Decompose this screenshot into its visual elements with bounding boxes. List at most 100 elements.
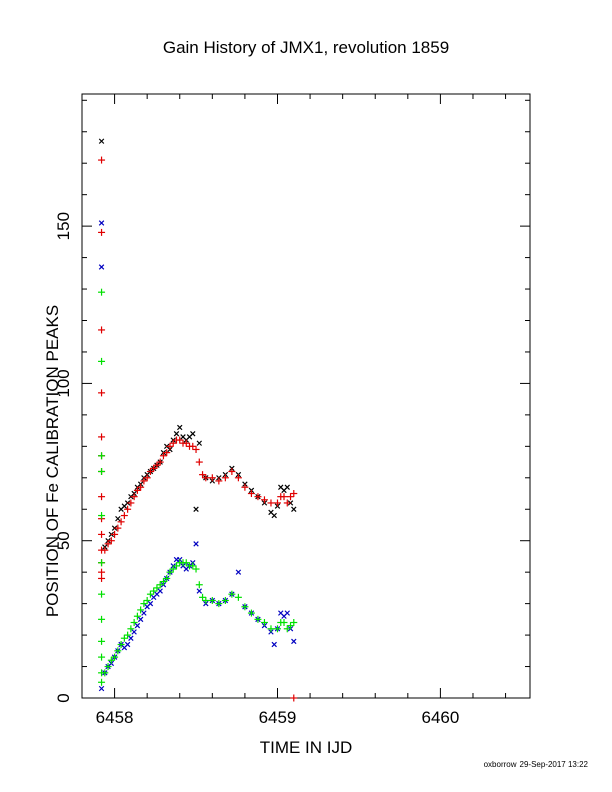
data-point (169, 439, 177, 447)
data-point (287, 493, 295, 501)
data-point (247, 490, 255, 498)
data-point (176, 436, 184, 444)
data-point (163, 449, 171, 457)
x-tick-label: 6460 (421, 708, 459, 727)
data-point (254, 615, 262, 623)
data-point (98, 452, 106, 460)
data-point (195, 581, 203, 589)
data-point (159, 452, 167, 460)
data-point (193, 541, 199, 547)
data-point (111, 653, 119, 661)
data-point (124, 641, 131, 648)
data-point (196, 588, 203, 594)
data-point (146, 590, 154, 598)
data-point (260, 496, 268, 504)
data-point (141, 610, 147, 616)
data-point (267, 625, 275, 633)
data-point (254, 493, 262, 501)
data-point (190, 431, 196, 437)
data-point (133, 612, 141, 620)
y-tick-label: 50 (54, 531, 73, 550)
data-point (271, 512, 277, 519)
data-point (283, 499, 291, 507)
data-point (104, 663, 112, 671)
data-point (280, 619, 288, 626)
data-point (117, 518, 125, 526)
data-point (260, 619, 268, 626)
x-tick-label: 6458 (96, 708, 134, 727)
data-point (169, 565, 177, 573)
data-point (228, 468, 236, 475)
data-point (117, 641, 125, 649)
data-point (133, 486, 141, 494)
data-point (98, 288, 106, 296)
data-point (228, 590, 236, 598)
data-point (234, 474, 242, 482)
data-point (98, 357, 106, 365)
data-point (107, 537, 115, 545)
data-point (182, 439, 190, 447)
data-point (147, 600, 154, 607)
data-point (189, 562, 197, 570)
data-point (247, 609, 255, 617)
footer-user: oxborrow (483, 760, 517, 769)
data-point (134, 622, 141, 629)
data-point (98, 156, 106, 164)
data-point (234, 593, 242, 601)
data-point (98, 138, 105, 144)
data-point (215, 600, 223, 608)
data-point (140, 477, 148, 485)
data-point (157, 588, 163, 594)
data-point (98, 433, 106, 441)
data-point (98, 559, 106, 567)
data-point (137, 616, 144, 623)
data-point (202, 596, 210, 604)
data-point (196, 440, 203, 446)
data-point (291, 506, 297, 512)
y-tick-label: 100 (54, 369, 73, 397)
data-point (189, 442, 197, 450)
data-point (156, 581, 164, 589)
data-point (127, 625, 135, 633)
data-point (221, 474, 229, 482)
data-point (104, 540, 112, 548)
data-point (98, 653, 106, 661)
data-point (98, 530, 106, 538)
plot-frame (81, 93, 531, 699)
data-point (163, 574, 171, 582)
data-point (115, 515, 121, 522)
data-point (143, 596, 151, 604)
data-point (150, 587, 158, 595)
data-point (182, 559, 190, 567)
data-point (241, 603, 249, 611)
data-point (146, 468, 154, 475)
data-point (131, 629, 137, 635)
data-point (143, 474, 151, 482)
data-point (173, 431, 180, 437)
data-point (98, 228, 106, 236)
data-point (101, 546, 109, 554)
data-point (199, 471, 207, 479)
data-point (124, 505, 132, 513)
data-point (111, 530, 119, 538)
data-point (290, 694, 298, 702)
data-point (98, 389, 106, 397)
data-point (98, 468, 106, 475)
data-point (195, 458, 203, 466)
x-axis-label: TIME IN IJD (259, 738, 353, 757)
data-point (150, 464, 158, 472)
data-point (172, 562, 180, 570)
data-point (208, 596, 216, 604)
data-point (98, 615, 106, 623)
data-point (273, 625, 281, 633)
data-point (98, 637, 106, 645)
data-point (98, 678, 106, 686)
data-point (98, 512, 106, 520)
data-point (283, 625, 291, 633)
series-1 (98, 156, 298, 702)
x-tick-label: 6459 (259, 708, 297, 727)
data-point (101, 669, 109, 677)
data-point (271, 641, 277, 648)
data-point (130, 493, 138, 501)
